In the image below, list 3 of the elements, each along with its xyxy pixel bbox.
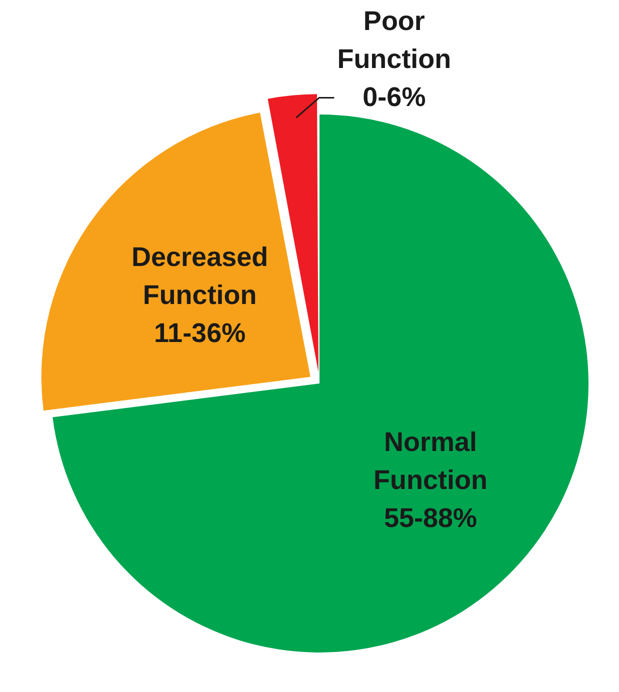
slice-label: Normal Function 55-88% bbox=[373, 426, 488, 533]
slice-label: Poor Function 0-6% bbox=[337, 6, 452, 112]
slice-label: Decreased Function 11-36% bbox=[132, 242, 268, 348]
